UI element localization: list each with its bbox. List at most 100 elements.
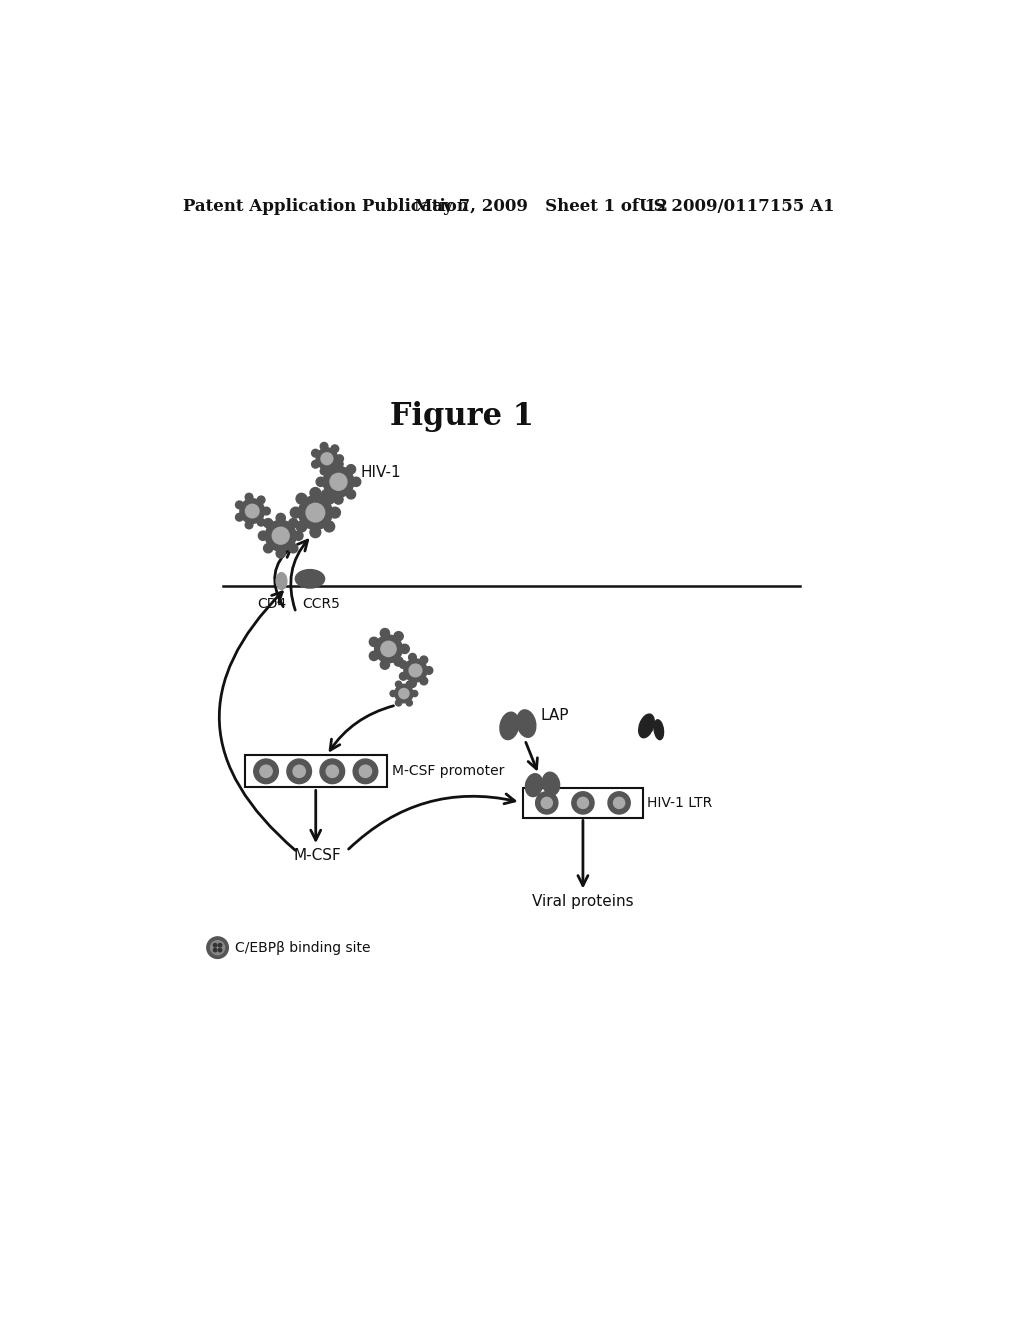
Circle shape (403, 659, 427, 682)
Circle shape (395, 700, 401, 706)
Ellipse shape (517, 710, 536, 738)
Circle shape (321, 759, 345, 784)
Circle shape (331, 445, 339, 453)
Circle shape (246, 504, 259, 517)
Circle shape (381, 642, 396, 656)
Circle shape (399, 661, 408, 668)
Circle shape (323, 466, 354, 498)
Text: Figure 1: Figure 1 (390, 401, 534, 432)
Ellipse shape (295, 570, 325, 589)
Circle shape (370, 638, 379, 647)
Circle shape (263, 519, 272, 528)
Circle shape (351, 478, 360, 487)
Circle shape (213, 948, 217, 952)
Circle shape (346, 465, 355, 474)
Circle shape (236, 513, 244, 521)
Circle shape (394, 632, 403, 642)
Circle shape (608, 792, 630, 814)
Circle shape (331, 465, 339, 473)
FancyBboxPatch shape (245, 755, 387, 788)
Circle shape (542, 797, 552, 808)
Circle shape (370, 651, 379, 660)
Circle shape (207, 937, 228, 958)
Circle shape (218, 948, 222, 952)
Circle shape (425, 667, 433, 675)
Circle shape (298, 495, 333, 529)
Circle shape (330, 507, 340, 517)
Circle shape (407, 681, 413, 688)
Circle shape (291, 507, 301, 517)
Circle shape (334, 495, 343, 504)
Circle shape (420, 677, 428, 685)
Circle shape (293, 766, 305, 777)
FancyBboxPatch shape (523, 788, 643, 817)
Circle shape (294, 531, 303, 540)
Ellipse shape (276, 573, 287, 590)
Circle shape (213, 944, 217, 946)
Text: Patent Application Publication: Patent Application Publication (183, 198, 469, 215)
Ellipse shape (654, 719, 664, 739)
Circle shape (410, 664, 422, 677)
Circle shape (412, 690, 418, 697)
Text: C/EBPβ binding site: C/EBPβ binding site (234, 941, 370, 954)
Circle shape (571, 792, 594, 814)
Circle shape (613, 797, 625, 808)
Ellipse shape (639, 714, 654, 738)
Ellipse shape (525, 774, 543, 796)
Circle shape (359, 766, 372, 777)
Circle shape (394, 684, 413, 702)
Circle shape (395, 681, 401, 688)
Text: M-CSF promoter: M-CSF promoter (391, 764, 504, 779)
Circle shape (334, 459, 343, 469)
Circle shape (407, 700, 413, 706)
Circle shape (260, 766, 272, 777)
Circle shape (316, 478, 326, 487)
Text: CCR5: CCR5 (302, 597, 340, 611)
Circle shape (276, 513, 286, 523)
Text: Viral proteins: Viral proteins (531, 894, 634, 909)
Circle shape (324, 494, 335, 504)
Circle shape (400, 644, 410, 653)
Circle shape (409, 680, 417, 688)
Circle shape (289, 519, 298, 528)
Ellipse shape (543, 772, 559, 795)
Circle shape (310, 487, 321, 499)
Circle shape (327, 766, 339, 777)
Circle shape (310, 527, 321, 537)
Circle shape (311, 449, 319, 457)
Text: US 2009/0117155 A1: US 2009/0117155 A1 (639, 198, 835, 215)
Circle shape (296, 494, 307, 504)
Circle shape (245, 494, 253, 502)
Circle shape (265, 520, 296, 552)
Circle shape (258, 531, 267, 540)
Ellipse shape (500, 713, 519, 739)
Circle shape (578, 797, 589, 808)
Circle shape (263, 544, 272, 553)
Text: HIV-1: HIV-1 (360, 465, 400, 480)
Circle shape (398, 689, 409, 698)
Circle shape (321, 442, 328, 450)
Circle shape (296, 521, 307, 532)
Text: CD4: CD4 (257, 597, 286, 611)
Circle shape (390, 690, 396, 697)
Circle shape (257, 519, 265, 527)
Circle shape (380, 660, 389, 669)
Circle shape (346, 490, 355, 499)
Circle shape (306, 503, 325, 521)
Circle shape (322, 465, 331, 474)
Circle shape (262, 507, 270, 515)
Text: HIV-1 LTR: HIV-1 LTR (647, 796, 713, 810)
Circle shape (245, 521, 253, 529)
Circle shape (375, 635, 402, 663)
Circle shape (380, 628, 389, 638)
Circle shape (316, 447, 338, 470)
Text: May 7, 2009   Sheet 1 of 12: May 7, 2009 Sheet 1 of 12 (414, 198, 668, 215)
Circle shape (211, 941, 224, 954)
Circle shape (420, 656, 428, 664)
Circle shape (536, 792, 558, 814)
Circle shape (399, 672, 408, 680)
Circle shape (218, 944, 222, 946)
Circle shape (254, 759, 279, 784)
Circle shape (394, 657, 403, 667)
Circle shape (322, 490, 331, 499)
